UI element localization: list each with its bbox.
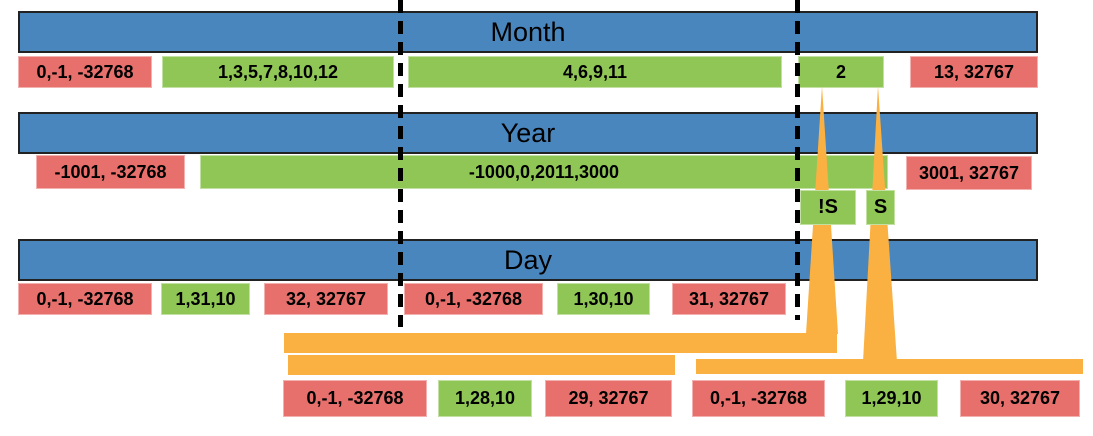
year-partition-invalid-low: -1001, -32768: [36, 155, 185, 189]
feb-partition-invalid-low: 0,-1, -32768: [283, 380, 427, 417]
month-partition-invalid-high: 13, 32767: [910, 56, 1038, 88]
feb-leap-partition-invalid-high: 30, 32767: [960, 380, 1080, 417]
month-bar: Month: [18, 11, 1038, 53]
year-flag-not-leap: !S: [800, 190, 856, 225]
month-partition-february: 2: [798, 56, 884, 88]
feb-partition-invalid-high: 29, 32767: [545, 380, 672, 417]
day30-partition-valid: 1,30,10: [557, 283, 650, 315]
month-bar-label: Month: [490, 16, 566, 47]
day31-partition-valid: 1,31,10: [161, 283, 250, 315]
boundary-dashed-line-left: [398, 0, 403, 327]
year-partition-invalid-high: 3001, 32767: [906, 156, 1032, 190]
month-partition-30day-months: 4,6,9,11: [408, 56, 782, 88]
feb-leap-partition-invalid-low: 0,-1, -32768: [692, 380, 825, 417]
day-bar-label: Day: [503, 244, 552, 275]
month-partition-31day-months: 1,3,5,7,8,10,12: [162, 56, 394, 88]
feb-partition-valid: 1,28,10: [438, 380, 532, 417]
day30-partition-invalid-high: 31, 32767: [672, 283, 786, 315]
day31-partition-invalid-high: 32, 32767: [264, 283, 388, 315]
nonleap-february-rail: [288, 355, 675, 375]
year-flag-leap: S: [866, 190, 895, 225]
boundary-dashed-line-right: [795, 0, 800, 320]
month-partition-invalid-low: 0,-1, -32768: [18, 56, 152, 88]
nonleap-february-connector-bar: [284, 333, 837, 353]
day31-partition-invalid-low: 0,-1, -32768: [18, 283, 152, 315]
year-bar: Year: [18, 112, 1038, 154]
day30-partition-invalid-low: 0,-1, -32768: [404, 283, 543, 315]
year-bar-label: Year: [500, 117, 556, 148]
feb-leap-partition-valid: 1,29,10: [845, 380, 938, 417]
leap-february-rail: [696, 359, 1083, 374]
year-partition-valid: -1000,0,2011,3000: [200, 155, 888, 189]
